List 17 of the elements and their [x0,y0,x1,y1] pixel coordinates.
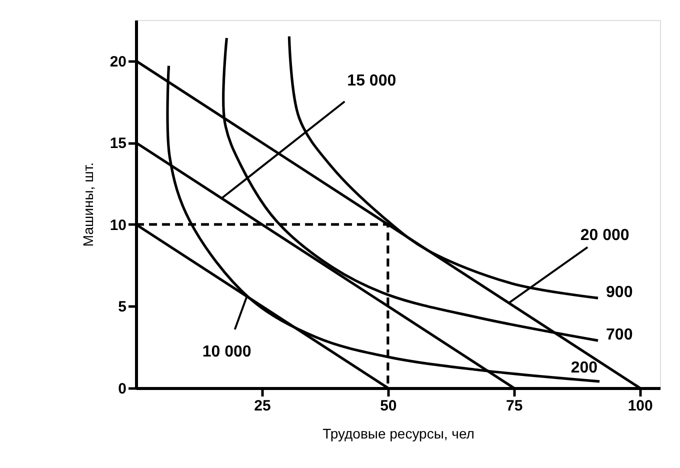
series-label: 700 [606,326,633,344]
y-tick-label: 15 [110,135,126,152]
y-tick-label: 10 [110,216,126,234]
series-label: 900 [606,284,633,302]
y-tick-label: 20 [110,53,126,70]
y-tick-label: 5 [118,298,126,316]
series-label: 200 [570,359,598,376]
x-tick-label: 75 [506,398,523,414]
x-tick-label: 100 [628,398,653,414]
x-tick-label: 25 [254,398,271,414]
annotation: 20 000 [580,226,630,244]
x-tick-label: 50 [380,398,397,414]
y-tick-label: 0 [118,380,126,398]
annotation: 10 000 [202,343,252,360]
annotation: 15 000 [347,72,396,90]
y-axis-title: Машины, шт. [80,162,96,247]
x-axis-title: Трудовые ресурсы, чел [322,426,474,442]
